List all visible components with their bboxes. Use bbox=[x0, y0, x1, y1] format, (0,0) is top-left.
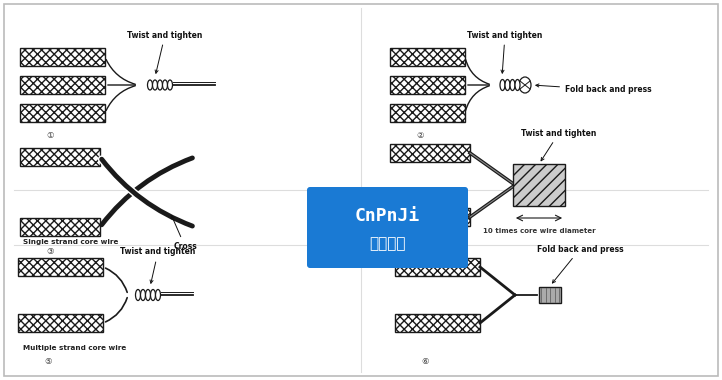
Ellipse shape bbox=[136, 290, 141, 301]
Ellipse shape bbox=[505, 79, 510, 90]
Bar bbox=[18, 314, 103, 332]
Ellipse shape bbox=[500, 79, 505, 90]
Text: ⑤: ⑤ bbox=[44, 356, 52, 366]
Bar bbox=[395, 314, 480, 332]
Text: Cross: Cross bbox=[171, 215, 197, 251]
Bar bbox=[390, 76, 465, 94]
Text: 品基电子: 品基电子 bbox=[369, 236, 406, 252]
Ellipse shape bbox=[141, 290, 146, 301]
Text: Multiple strand core wire: Multiple strand core wire bbox=[23, 345, 126, 351]
Bar bbox=[18, 258, 103, 276]
Text: 10 times core wire diameter: 10 times core wire diameter bbox=[483, 228, 596, 234]
Ellipse shape bbox=[150, 290, 155, 301]
Bar bbox=[20, 76, 105, 94]
Text: Fold back and press: Fold back and press bbox=[536, 244, 623, 283]
Ellipse shape bbox=[168, 80, 173, 90]
Ellipse shape bbox=[510, 79, 515, 90]
Text: ③: ③ bbox=[46, 247, 53, 256]
Ellipse shape bbox=[152, 80, 157, 90]
Ellipse shape bbox=[155, 290, 160, 301]
Ellipse shape bbox=[146, 290, 150, 301]
Text: Twist and tighten: Twist and tighten bbox=[127, 30, 203, 73]
Ellipse shape bbox=[157, 80, 162, 90]
Bar bbox=[20, 148, 100, 166]
Bar bbox=[513, 164, 565, 206]
Bar bbox=[20, 218, 100, 236]
Text: ⑥: ⑥ bbox=[421, 356, 429, 366]
Bar bbox=[390, 48, 465, 66]
Bar bbox=[390, 104, 465, 122]
Text: CnPnJi: CnPnJi bbox=[355, 207, 420, 225]
Bar bbox=[20, 104, 105, 122]
Ellipse shape bbox=[519, 77, 531, 93]
Ellipse shape bbox=[162, 80, 168, 90]
Text: Single strand core wire: Single strand core wire bbox=[23, 239, 118, 245]
Bar bbox=[20, 48, 105, 66]
Text: Twist and tighten: Twist and tighten bbox=[521, 128, 596, 161]
Bar bbox=[390, 208, 470, 226]
Bar bbox=[395, 258, 480, 276]
Text: ④: ④ bbox=[417, 241, 424, 250]
Text: ②: ② bbox=[417, 130, 424, 139]
Text: Twist and tighten: Twist and tighten bbox=[121, 247, 196, 283]
Bar bbox=[390, 144, 470, 162]
Bar bbox=[539, 287, 561, 303]
Text: Fold back and press: Fold back and press bbox=[536, 84, 652, 95]
Ellipse shape bbox=[515, 79, 520, 90]
Text: Twist and tighten: Twist and tighten bbox=[467, 30, 543, 73]
Ellipse shape bbox=[147, 80, 152, 90]
Text: ①: ① bbox=[46, 130, 53, 139]
FancyBboxPatch shape bbox=[307, 187, 468, 268]
